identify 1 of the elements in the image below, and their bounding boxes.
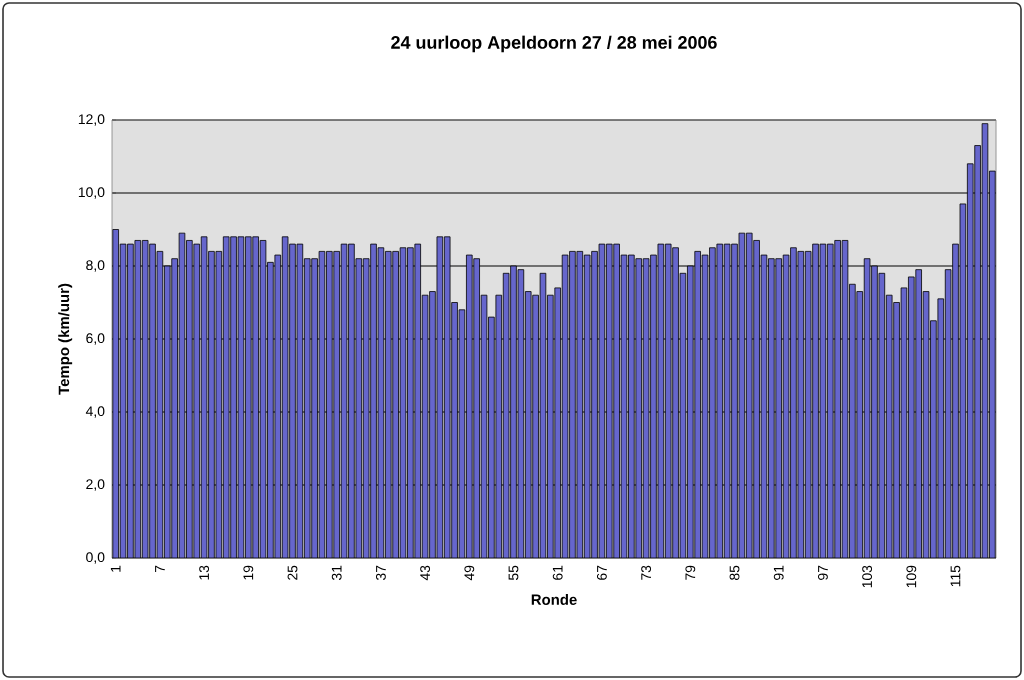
- chart-title: 24 uurloop Apeldoorn 27 / 28 mei 2006: [391, 35, 717, 53]
